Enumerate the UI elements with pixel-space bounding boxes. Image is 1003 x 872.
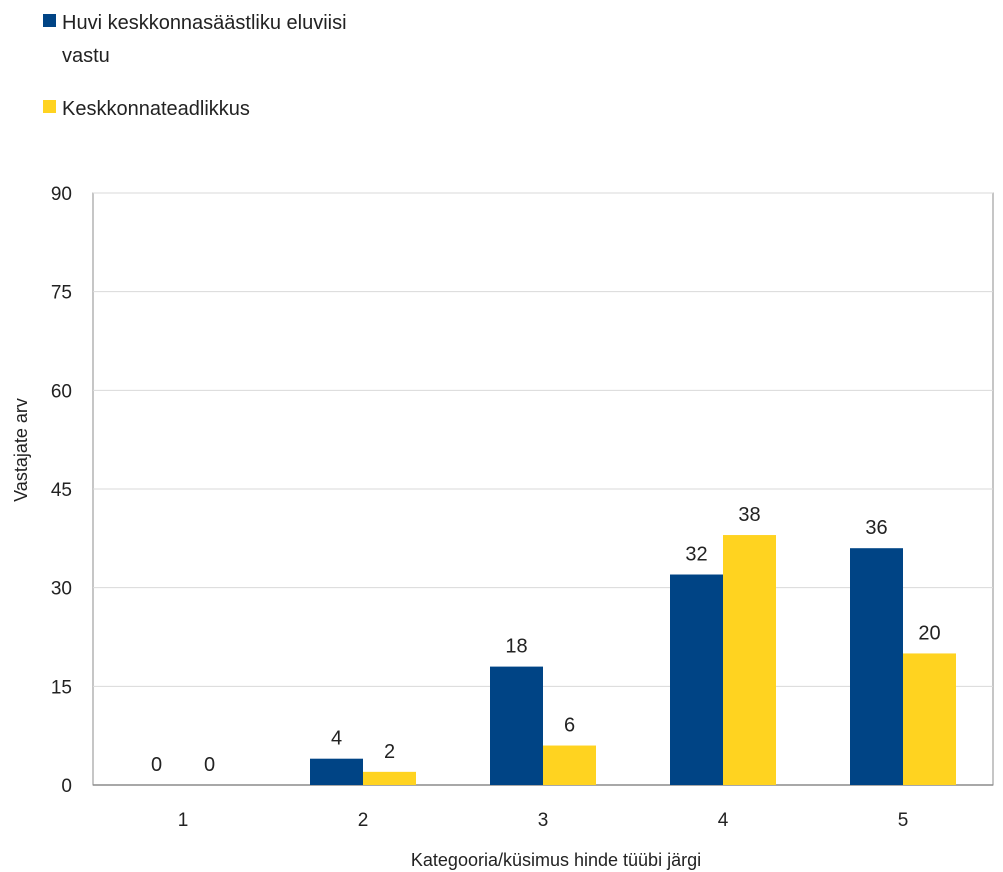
- legend-item: Keskkonnateadlikkus: [43, 98, 250, 120]
- y-axis-title: Vastajate arv: [11, 398, 31, 502]
- bar: [310, 758, 363, 785]
- bar: [363, 771, 416, 785]
- legend-label: Huvi keskkonnasäästliku eluviisi: [62, 12, 347, 34]
- data-label: 32: [685, 544, 707, 566]
- x-tick-label: 2: [358, 810, 369, 831]
- data-label: 6: [564, 715, 575, 737]
- y-axis-ticks: 0 15 30 45 60 75 90: [51, 184, 72, 797]
- bar: [543, 745, 596, 785]
- data-label: 0: [204, 754, 215, 776]
- y-tick-label: 30: [51, 579, 72, 600]
- x-tick-label: 3: [538, 810, 549, 831]
- data-label: 2: [384, 741, 395, 763]
- x-axis-ticks: 1 2 3 4 5: [178, 810, 909, 831]
- legend-swatch: [43, 14, 56, 27]
- x-tick-label: 1: [178, 810, 189, 831]
- data-labels: 0 0 4 2 18 6 32 38 36 20: [151, 504, 941, 776]
- legend-label: vastu: [62, 45, 110, 67]
- data-label: 18: [505, 636, 527, 658]
- x-tick-label: 4: [718, 810, 729, 831]
- data-label: 36: [865, 517, 887, 539]
- y-tick-label: 0: [61, 776, 72, 797]
- data-label: 20: [918, 622, 940, 644]
- y-tick-label: 45: [51, 480, 72, 501]
- legend-label: Keskkonnateadlikkus: [62, 98, 250, 120]
- y-tick-label: 15: [51, 677, 72, 698]
- x-axis-title: Kategooria/küsimus hinde tüübi järgi: [411, 850, 701, 870]
- bars: [310, 535, 956, 785]
- legend: Huvi keskkonnasäästliku eluviisi vastu Kes…: [43, 12, 347, 120]
- gridlines: [93, 192, 993, 786]
- x-tick-label: 5: [898, 810, 909, 831]
- bar: [903, 653, 956, 785]
- bar: [490, 666, 543, 785]
- legend-swatch: [43, 100, 56, 113]
- y-tick-label: 75: [51, 283, 72, 304]
- bar: [850, 548, 903, 785]
- data-label: 4: [331, 728, 342, 750]
- bar: [723, 535, 776, 785]
- data-label: 38: [738, 504, 760, 526]
- bar: [670, 574, 723, 785]
- legend-item: Huvi keskkonnasäästliku eluviisi vastu: [43, 12, 347, 67]
- y-tick-label: 90: [51, 184, 72, 205]
- data-label: 0: [151, 754, 162, 776]
- y-tick-label: 60: [51, 381, 72, 402]
